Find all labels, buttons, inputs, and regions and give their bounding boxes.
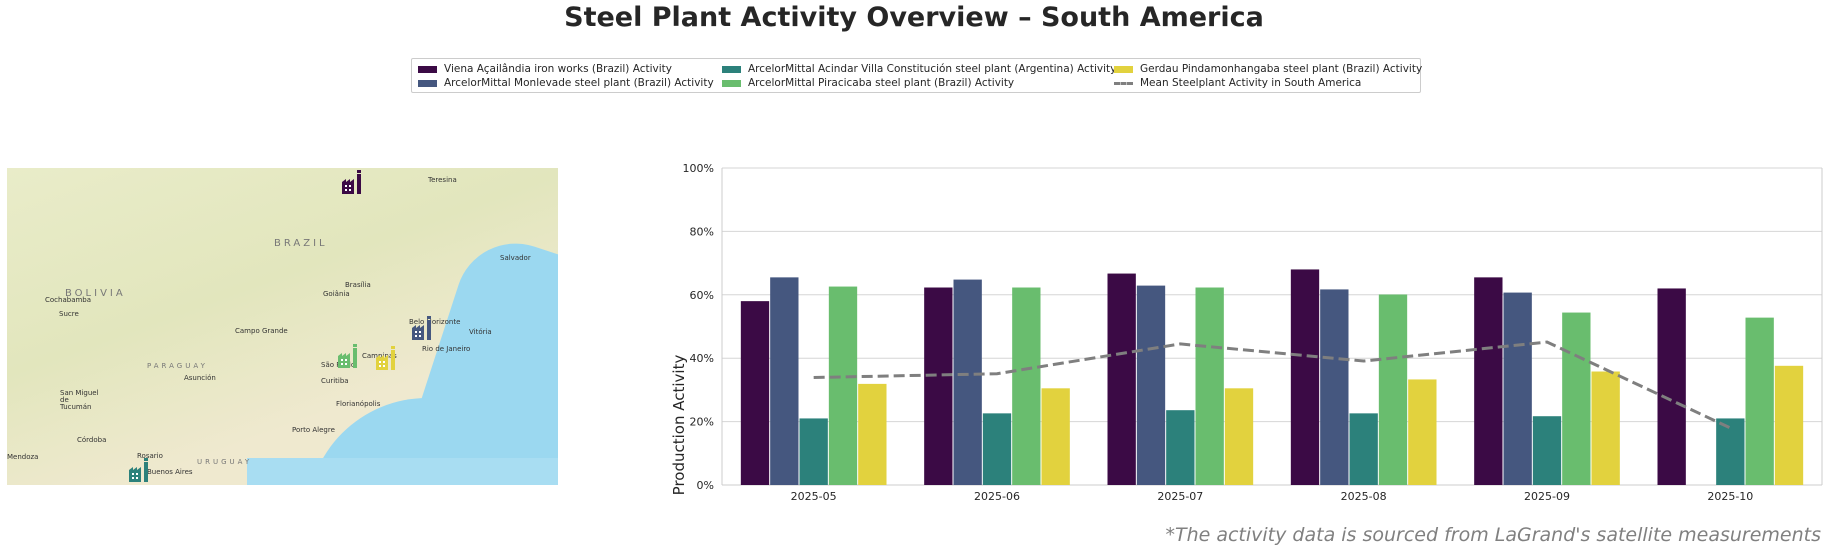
y-tick-label: 40%: [690, 352, 714, 365]
legend-item: Mean Steelplant Activity in South Americ…: [1114, 77, 1361, 89]
legend-swatch: [418, 79, 437, 87]
bar: [924, 287, 953, 485]
city-label: Salvador: [500, 254, 531, 262]
country-label: PARAGUAY: [147, 362, 208, 370]
legend-dash-swatch: [1114, 81, 1133, 85]
bar: [1136, 285, 1166, 485]
bar: [1041, 388, 1070, 485]
x-tick-label: 2025-10: [1707, 490, 1753, 503]
city-label: Porto Alegre: [292, 426, 335, 434]
legend-label: Viena Açailândia iron works (Brazil) Act…: [444, 63, 672, 75]
city-label: Brasília: [345, 281, 371, 289]
bar: [1166, 410, 1195, 485]
bar: [982, 413, 1012, 485]
bar: [1408, 379, 1437, 485]
legend-item: Viena Açailândia iron works (Brazil) Act…: [418, 63, 672, 75]
y-axis-label: Production Activity: [670, 355, 688, 496]
legend-label: ArcelorMittal Acindar Villa Constitución…: [748, 63, 1117, 75]
legend-item: ArcelorMittal Acindar Villa Constitución…: [722, 63, 1116, 75]
legend-label: ArcelorMittal Piracicaba steel plant (Br…: [748, 77, 1015, 89]
bar: [953, 279, 982, 485]
city-label: Asunción: [184, 374, 216, 382]
x-tick-label: 2025-06: [974, 490, 1020, 503]
city-label: San Miguel de Tucumán: [60, 389, 99, 411]
factory-icon[interactable]: [129, 458, 151, 482]
factory-icon[interactable]: [338, 344, 360, 368]
y-tick-label: 80%: [690, 225, 714, 238]
bar: [1107, 273, 1136, 485]
city-label: Mendoza: [7, 453, 39, 461]
bar: [1716, 418, 1745, 485]
legend-swatch: [722, 79, 741, 87]
bar: [799, 418, 828, 485]
page-title: Steel Plant Activity Overview – South Am…: [564, 2, 1264, 33]
factory-icon[interactable]: [412, 316, 434, 340]
bar: [828, 286, 858, 485]
bar: [1745, 317, 1774, 485]
city-label: Goiânia: [323, 290, 350, 298]
country-label: BRAZIL: [274, 238, 328, 249]
city-label: Campo Grande: [235, 327, 288, 335]
city-label: Florianópolis: [336, 400, 381, 408]
footnote: *The activity data is sourced from LaGra…: [1165, 524, 1821, 546]
bar: [1290, 269, 1320, 485]
legend-item: ArcelorMittal Monlevade steel plant (Bra…: [418, 77, 714, 89]
city-label: Cochabamba: [45, 296, 92, 304]
factory-icon[interactable]: [342, 170, 364, 194]
plant-location-map[interactable]: BRAZIL BOLIVIA PARAGUAY URUGUAY Teresina…: [7, 168, 558, 485]
x-tick-label: 2025-08: [1341, 490, 1387, 503]
city-label: Vitória: [469, 328, 492, 336]
bar: [1532, 416, 1562, 485]
x-tick-label: 2025-05: [791, 490, 837, 503]
y-tick-label: 0%: [697, 479, 714, 492]
city-label: Curitiba: [321, 377, 349, 385]
legend-label: ArcelorMittal Monlevade steel plant (Bra…: [444, 77, 714, 89]
legend-item: ArcelorMittal Piracicaba steel plant (Br…: [722, 77, 1014, 89]
city-label: Rosario: [137, 452, 163, 460]
bar: [1195, 287, 1224, 485]
city-label: Sucre: [59, 310, 79, 318]
legend-label: Mean Steelplant Activity in South Americ…: [1140, 77, 1362, 89]
legend-swatch: [418, 65, 437, 73]
bar: [858, 383, 887, 485]
bar: [1774, 365, 1804, 485]
legend-item: Gerdau Pindamonhangaba steel plant (Braz…: [1114, 63, 1422, 75]
bar: [1591, 371, 1620, 485]
factory-icon[interactable]: [376, 346, 398, 370]
chart-legend: Viena Açailândia iron works (Brazil) Act…: [411, 58, 1422, 93]
bar: [1224, 388, 1254, 485]
city-label: Rio de Janeiro: [422, 345, 471, 353]
bar: [1012, 287, 1041, 485]
city-label: Buenos Aires: [147, 468, 193, 476]
country-label: BOLIVIA: [65, 288, 126, 299]
bar: [770, 277, 799, 485]
x-tick-label: 2025-07: [1157, 490, 1203, 503]
bar: [1320, 289, 1349, 485]
bar: [1349, 413, 1378, 485]
bar: [1562, 312, 1591, 485]
legend-label: Gerdau Pindamonhangaba steel plant (Braz…: [1140, 63, 1423, 75]
legend-swatch: [1114, 65, 1133, 73]
y-tick-label: 60%: [690, 289, 714, 302]
x-tick-label: 2025-09: [1524, 490, 1570, 503]
city-label: Córdoba: [77, 436, 107, 444]
bar: [1657, 288, 1686, 485]
bar: [1378, 294, 1408, 485]
ocean-area: [247, 458, 558, 485]
country-label: URUGUAY: [197, 458, 253, 466]
city-label: Teresina: [428, 176, 457, 184]
y-tick-label: 20%: [690, 416, 714, 429]
bar: [1503, 292, 1532, 485]
bar: [1474, 277, 1503, 485]
legend-swatch: [722, 65, 741, 73]
bar: [740, 301, 770, 485]
mean-activity-line: [813, 340, 1731, 430]
city-label: Belo Horizonte: [409, 318, 461, 326]
y-tick-label: 100%: [683, 162, 714, 175]
